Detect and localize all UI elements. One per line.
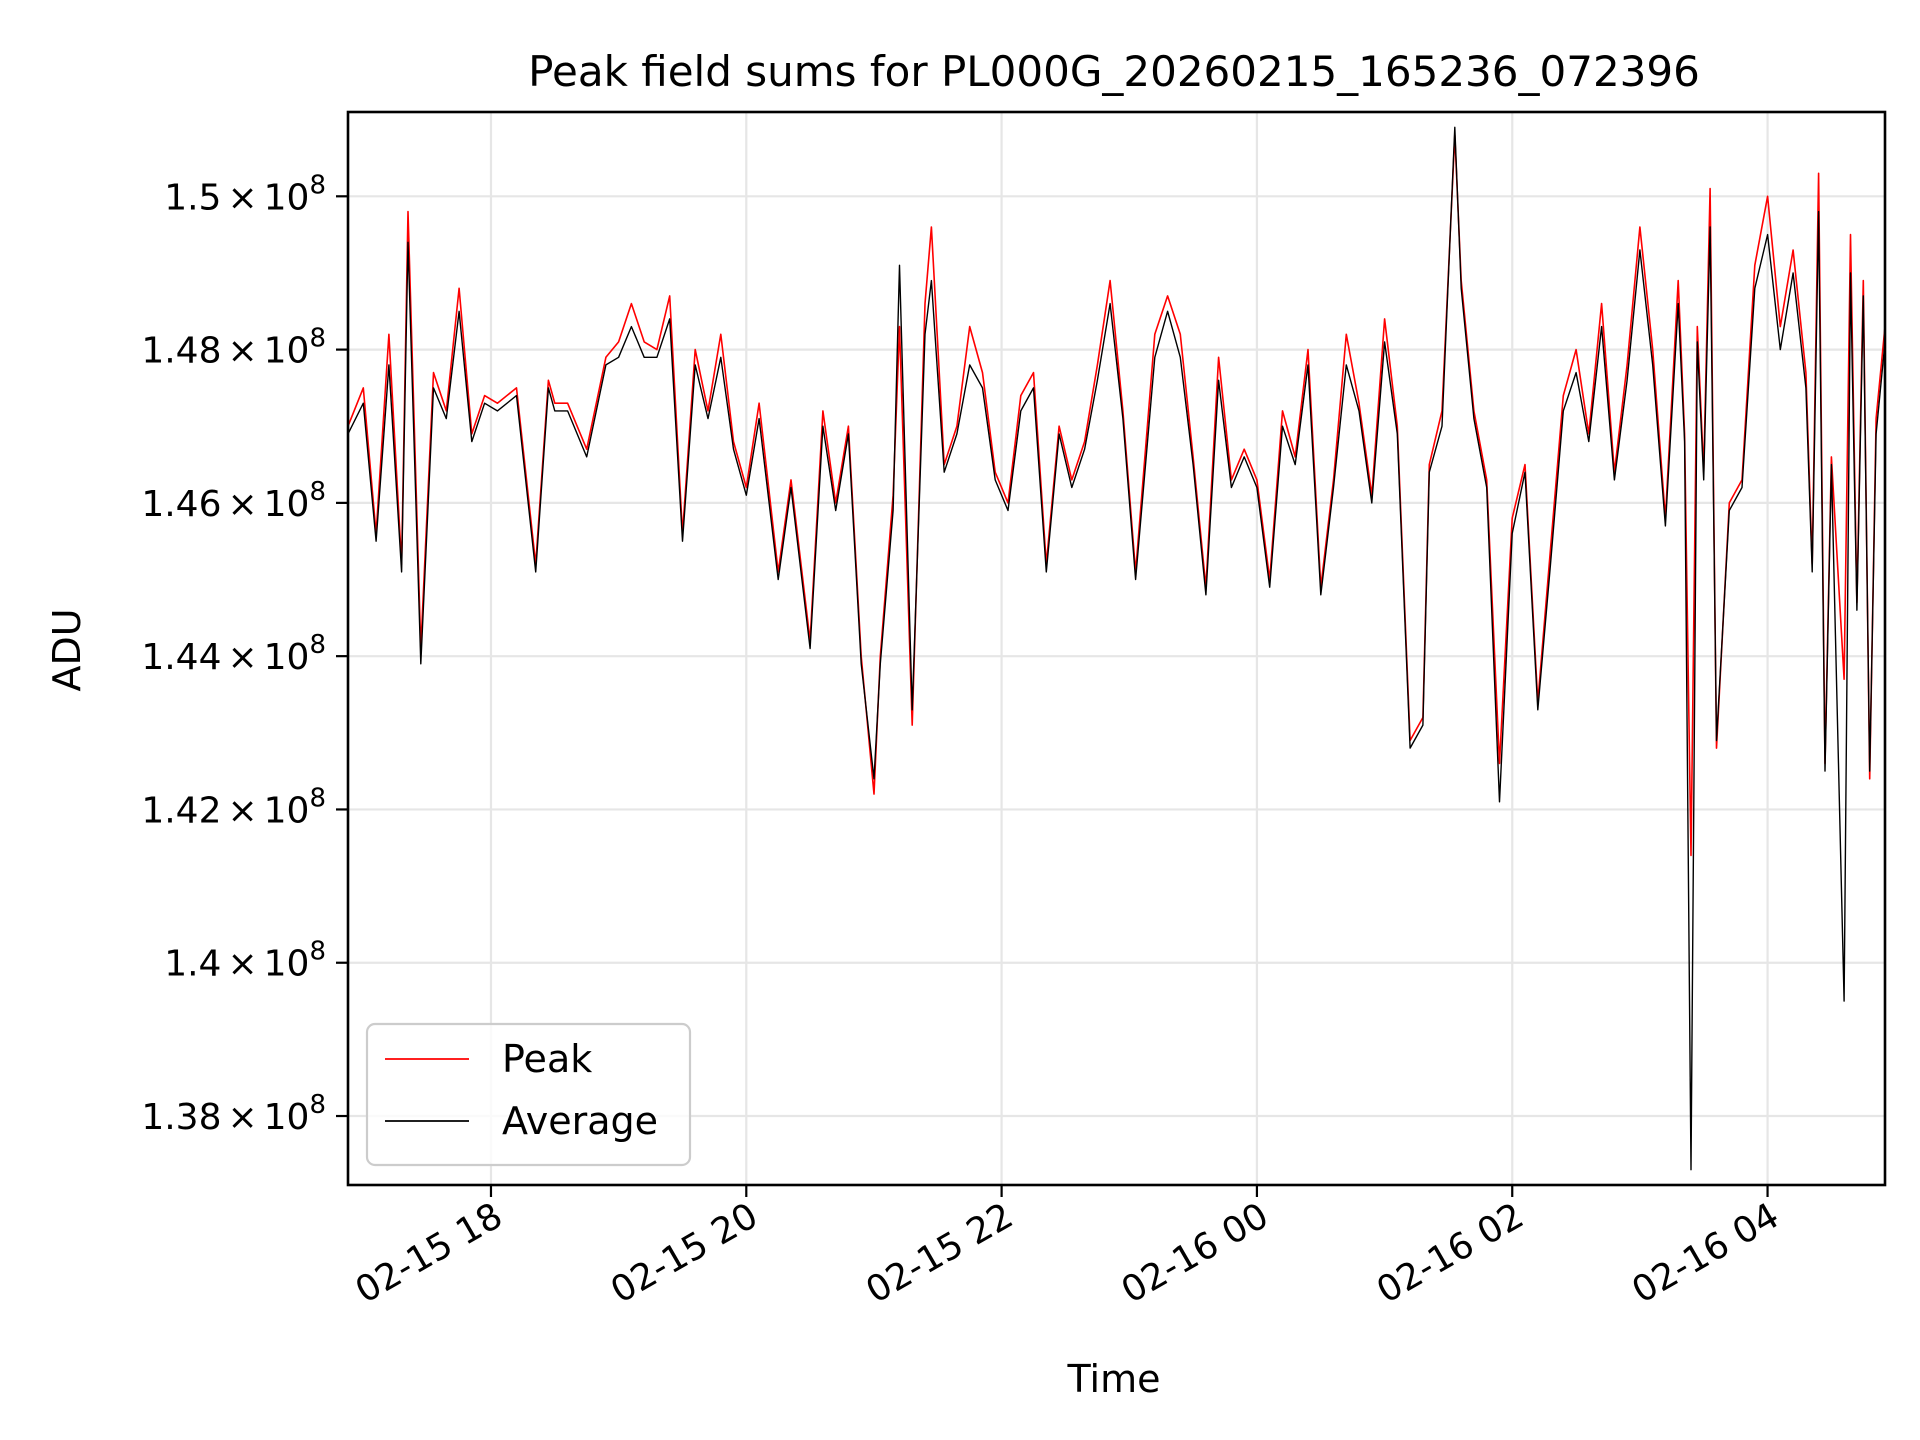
y-tick-base: 10 bbox=[264, 944, 310, 985]
legend-average-label: Average bbox=[502, 1099, 658, 1143]
y-tick-label: 1.48 × 108 bbox=[141, 324, 326, 372]
y-tick-label: 1.44 × 108 bbox=[141, 630, 326, 678]
y-tick-label: 1.42 × 108 bbox=[141, 783, 326, 831]
y-tick-exponent: 8 bbox=[309, 170, 326, 200]
y-tick-base: 10 bbox=[264, 177, 310, 218]
y-tick-exponent: 8 bbox=[309, 477, 326, 507]
series-layer bbox=[348, 126, 1885, 1171]
y-tick-base: 10 bbox=[264, 331, 310, 372]
y-tick-exponent: 8 bbox=[309, 630, 326, 660]
plot-frame bbox=[346, 110, 1887, 1187]
y-tick-mantissa: 1.42 bbox=[141, 790, 221, 831]
y-tick-exponent: 8 bbox=[309, 324, 326, 354]
y-tick-times: × bbox=[227, 177, 257, 218]
y-tick-mantissa: 1.5 bbox=[164, 177, 221, 218]
y-axis-label: ADU bbox=[45, 608, 89, 691]
series-line-average bbox=[348, 126, 1885, 1171]
y-tick-times: × bbox=[227, 1097, 257, 1138]
grid bbox=[348, 112, 1885, 1185]
y-tick-base: 10 bbox=[264, 1097, 310, 1138]
y-tick-label: 1.4 × 108 bbox=[164, 937, 326, 985]
y-tick-label: 1.5 × 108 bbox=[164, 170, 326, 218]
y-tick-mantissa: 1.48 bbox=[141, 331, 221, 372]
y-tick-mantissa: 1.46 bbox=[141, 484, 221, 525]
series-line-peak bbox=[348, 134, 1885, 857]
y-tick-mantissa: 1.38 bbox=[141, 1097, 221, 1138]
y-tick-times: × bbox=[227, 331, 257, 372]
y-tick-base: 10 bbox=[264, 484, 310, 525]
x-axis-label: Time bbox=[1067, 1357, 1161, 1401]
y-tick-exponent: 8 bbox=[309, 937, 326, 967]
y-tick-exponent: 8 bbox=[309, 1090, 326, 1120]
y-tick-mantissa: 1.4 bbox=[164, 944, 221, 985]
y-tick-times: × bbox=[227, 944, 257, 985]
y-tick-label: 1.46 × 108 bbox=[141, 477, 326, 525]
legend: Peak Average bbox=[365, 1022, 692, 1167]
y-tick-times: × bbox=[227, 790, 257, 831]
y-tick-base: 10 bbox=[264, 637, 310, 678]
y-tick-exponent: 8 bbox=[309, 783, 326, 813]
y-tick-base: 10 bbox=[264, 790, 310, 831]
y-tick-mantissa: 1.44 bbox=[141, 637, 221, 678]
legend-peak-label: Peak bbox=[502, 1037, 592, 1081]
y-tick-times: × bbox=[227, 637, 257, 678]
y-tick-times: × bbox=[227, 484, 257, 525]
chart-title: Peak field sums for PL000G_20260215_1652… bbox=[528, 47, 1700, 96]
y-tick-label: 1.38 × 108 bbox=[141, 1090, 326, 1138]
